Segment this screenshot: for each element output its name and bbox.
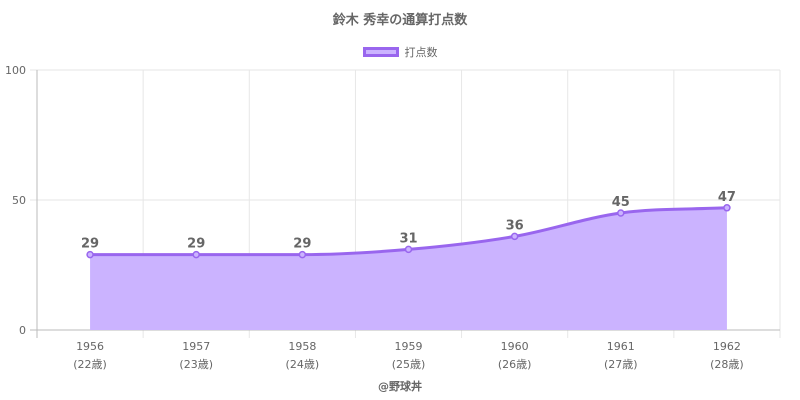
x-tick-sublabel: (26歳): [498, 358, 532, 371]
data-point: [86, 250, 94, 259]
axes: 0 50 100 1956 (22歳) 1957 (23歳) 1958 (24歳) 1959 (25…: [5, 64, 744, 371]
legend[interactable]: 打点数: [0, 44, 800, 60]
data-label: 45: [612, 195, 630, 210]
data-label: 36: [506, 218, 524, 233]
x-tick-sublabel: (28歳): [710, 358, 744, 371]
x-tick-label: 1956: [76, 340, 104, 353]
data-point: [298, 250, 307, 259]
legend-label: 打点数: [404, 46, 438, 59]
x-tick-label: 1959: [395, 340, 423, 353]
data-point: [617, 209, 625, 217]
data-point: [404, 245, 413, 254]
y-tick-label: 0: [19, 324, 26, 337]
x-tick-label: 1961: [607, 340, 635, 353]
x-tick-sublabel: (23歳): [179, 358, 213, 371]
data-label: 29: [81, 237, 99, 252]
data-point: [723, 204, 731, 212]
x-tick-label: 1958: [288, 340, 316, 353]
marks: [86, 204, 731, 259]
y-tick-label: 100: [5, 64, 26, 77]
data-label: 29: [187, 237, 205, 252]
x-tick-label: 1957: [182, 340, 210, 353]
data-label: 47: [718, 190, 736, 205]
x-tick-label: 1962: [713, 340, 741, 353]
data-label: 31: [399, 231, 417, 246]
x-tick-label: 1960: [501, 340, 529, 353]
area-layer: [90, 207, 727, 330]
legend-swatch: [362, 47, 399, 57]
labels: 29 29 29 31 36 45 47: [81, 190, 736, 252]
x-tick-sublabel: (25歳): [392, 358, 426, 371]
data-point: [192, 250, 200, 259]
chart-title: 鈴木 秀幸の通算打点数: [332, 13, 468, 28]
y-tick-label: 50: [12, 194, 26, 207]
x-tick-sublabel: (22歳): [73, 358, 107, 371]
credit: @野球丼: [378, 380, 422, 393]
x-tick-sublabel: (24歳): [286, 358, 320, 371]
data-label: 29: [293, 237, 311, 252]
x-tick-sublabel: (27歳): [604, 358, 638, 371]
data-point: [510, 232, 519, 241]
area-fill: [90, 207, 727, 330]
